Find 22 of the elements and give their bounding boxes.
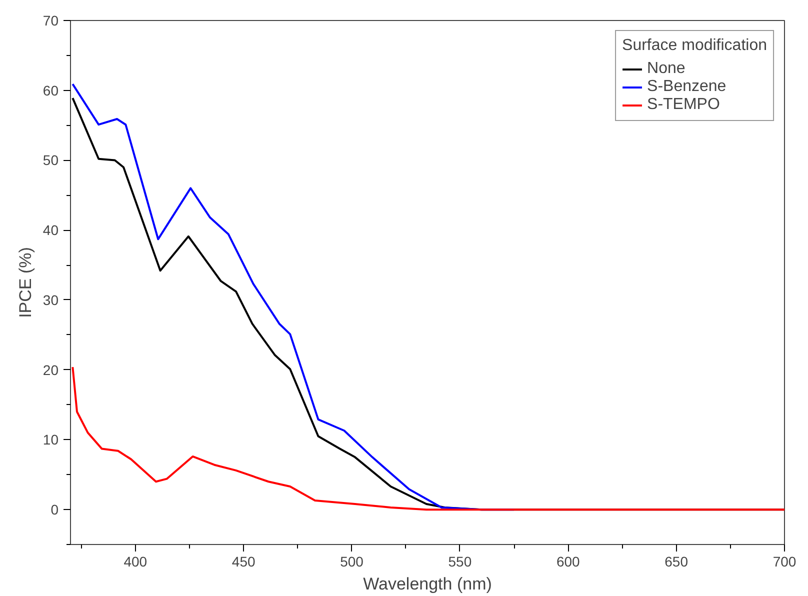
legend-label: S-TEMPO	[647, 96, 720, 114]
x-tick-label: 600	[556, 554, 580, 570]
x-tick-label: 450	[232, 554, 256, 570]
x-tick-label: 700	[772, 554, 796, 570]
y-tick-label: 40	[42, 222, 59, 238]
line-series	[72, 366, 784, 511]
y-tick-label: 50	[42, 152, 59, 168]
y-tick-label: 70	[42, 12, 59, 28]
legend-label: S-Benzene	[647, 78, 726, 96]
x-tick-label: 500	[340, 554, 364, 570]
x-tick-label: 550	[448, 554, 472, 570]
y-tick-label: 20	[42, 362, 59, 378]
y-tick-label: 30	[42, 292, 59, 308]
y-axis-title: IPCE (%)	[16, 247, 35, 318]
legend-label: None	[647, 60, 686, 78]
y-tick-label: 10	[42, 432, 59, 448]
y-tick-label: 0	[50, 502, 59, 518]
x-tick-label: 650	[664, 554, 688, 570]
y-tick-label: 60	[42, 82, 59, 98]
legend-title: Surface modification	[622, 37, 767, 55]
x-axis-title: Wavelength (nm)	[363, 574, 492, 594]
x-tick-label: 400	[124, 554, 148, 570]
